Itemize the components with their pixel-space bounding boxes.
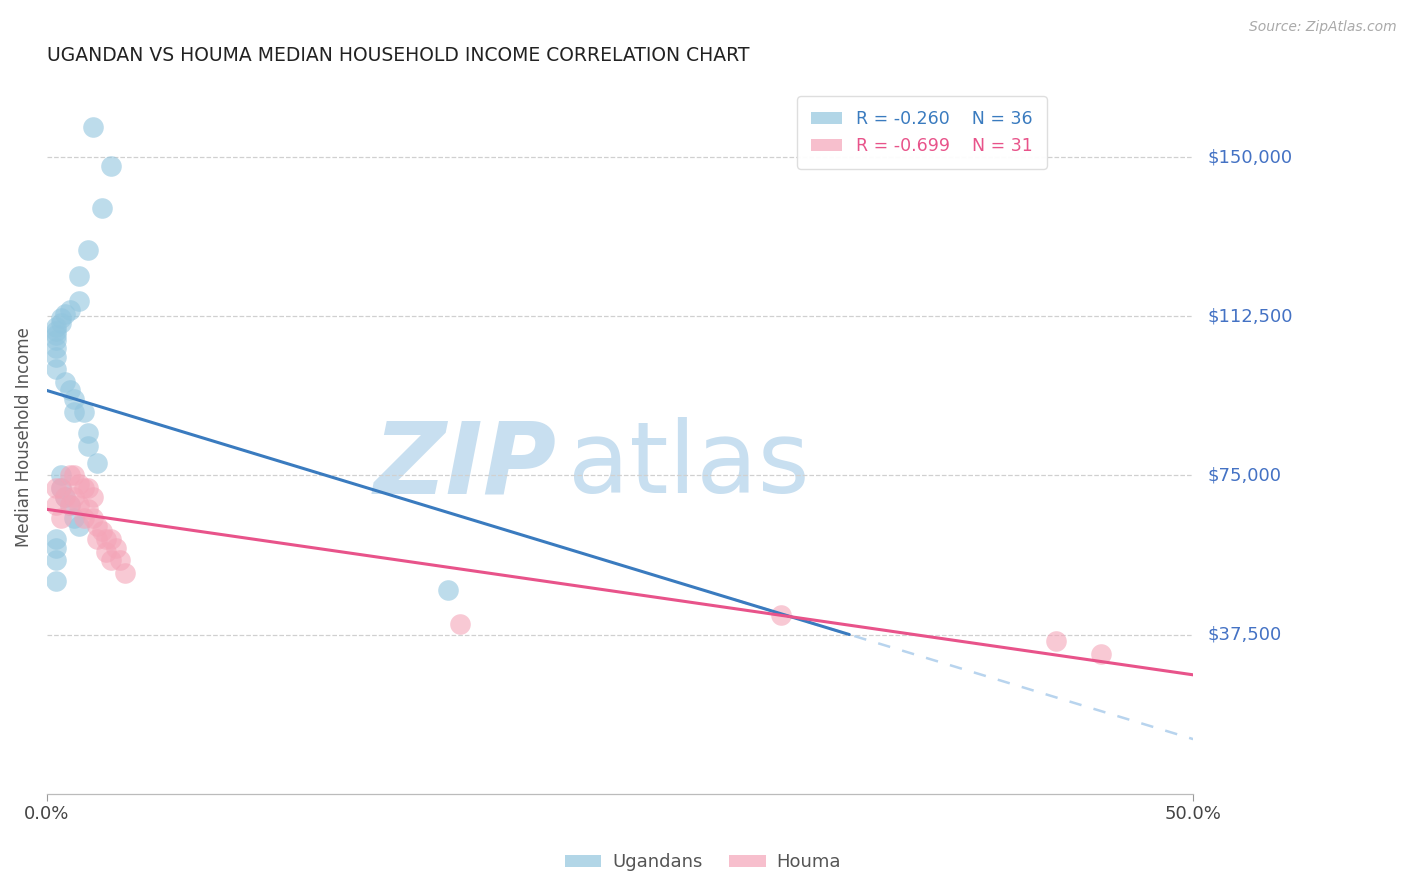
- Point: [77, 425, 100, 440]
- Point: [45, 362, 67, 376]
- Point: [100, 553, 122, 567]
- Point: [67, 294, 90, 309]
- Point: [49, 311, 72, 326]
- Point: [90, 524, 112, 538]
- Text: atlas: atlas: [568, 417, 810, 514]
- Point: [67, 268, 90, 283]
- Point: [67, 476, 90, 491]
- Point: [90, 201, 112, 215]
- Point: [77, 439, 100, 453]
- Point: [59, 384, 82, 398]
- Point: [82, 120, 104, 135]
- Point: [45, 553, 67, 567]
- Point: [63, 511, 86, 525]
- Point: [63, 468, 86, 483]
- Point: [59, 498, 82, 512]
- Point: [82, 490, 104, 504]
- Legend: Ugandans, Houma: Ugandans, Houma: [558, 847, 848, 879]
- Point: [49, 481, 72, 495]
- Point: [53, 490, 76, 504]
- Point: [82, 511, 104, 525]
- Point: [49, 511, 72, 525]
- Point: [45, 532, 67, 546]
- Point: [53, 375, 76, 389]
- Point: [104, 541, 127, 555]
- Point: [53, 307, 76, 321]
- Point: [67, 498, 90, 512]
- Point: [45, 481, 67, 495]
- Point: [77, 502, 100, 516]
- Text: $112,500: $112,500: [1208, 307, 1292, 326]
- Point: [45, 328, 67, 343]
- Point: [110, 553, 132, 567]
- Point: [45, 574, 67, 589]
- Point: [59, 468, 82, 483]
- Text: UGANDAN VS HOUMA MEDIAN HOUSEHOLD INCOME CORRELATION CHART: UGANDAN VS HOUMA MEDIAN HOUSEHOLD INCOME…: [46, 46, 749, 65]
- Point: [437, 582, 460, 597]
- Point: [45, 341, 67, 355]
- Point: [45, 319, 67, 334]
- Y-axis label: Median Household Income: Median Household Income: [15, 327, 32, 547]
- Point: [86, 532, 108, 546]
- Point: [86, 456, 108, 470]
- Point: [72, 405, 94, 419]
- Point: [100, 159, 122, 173]
- Point: [45, 333, 67, 347]
- Point: [96, 545, 118, 559]
- Point: [449, 616, 471, 631]
- Point: [96, 532, 118, 546]
- Point: [49, 481, 72, 495]
- Point: [72, 481, 94, 495]
- Text: ZIP: ZIP: [374, 417, 557, 514]
- Point: [49, 316, 72, 330]
- Point: [59, 498, 82, 512]
- Point: [53, 490, 76, 504]
- Point: [1045, 633, 1067, 648]
- Point: [100, 532, 122, 546]
- Point: [63, 490, 86, 504]
- Point: [77, 481, 100, 495]
- Point: [45, 324, 67, 338]
- Point: [67, 519, 90, 533]
- Point: [769, 608, 792, 623]
- Point: [63, 392, 86, 406]
- Text: $150,000: $150,000: [1208, 148, 1292, 166]
- Point: [77, 244, 100, 258]
- Point: [86, 519, 108, 533]
- Point: [114, 566, 136, 580]
- Text: Source: ZipAtlas.com: Source: ZipAtlas.com: [1249, 20, 1396, 34]
- Point: [1090, 647, 1112, 661]
- Point: [45, 541, 67, 555]
- Point: [59, 302, 82, 317]
- Point: [63, 405, 86, 419]
- Text: $75,000: $75,000: [1208, 467, 1281, 484]
- Point: [45, 498, 67, 512]
- Point: [45, 350, 67, 364]
- Legend: R = -0.260    N = 36, R = -0.699    N = 31: R = -0.260 N = 36, R = -0.699 N = 31: [797, 96, 1047, 169]
- Point: [49, 468, 72, 483]
- Text: $37,500: $37,500: [1208, 625, 1281, 643]
- Point: [72, 511, 94, 525]
